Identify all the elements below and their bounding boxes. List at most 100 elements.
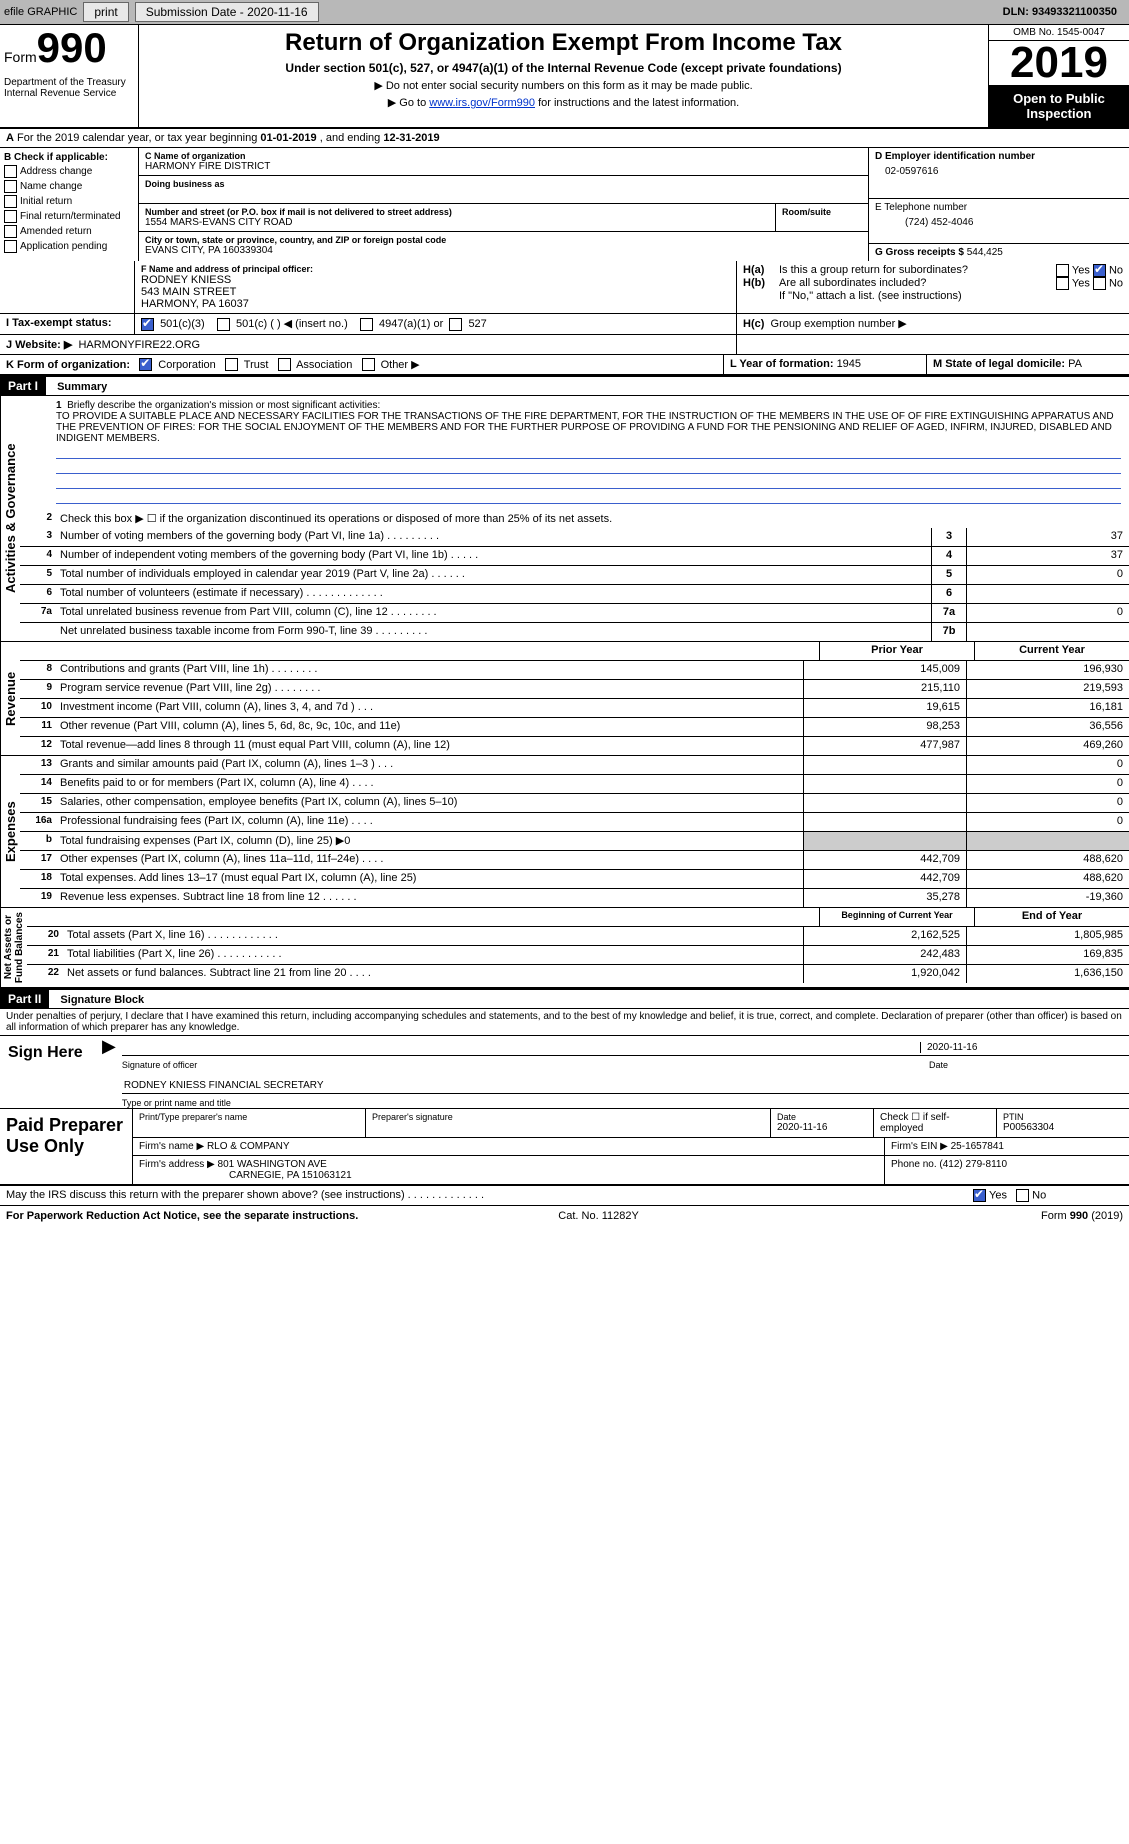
table-row: 11Other revenue (Part VIII, column (A), … bbox=[20, 718, 1129, 737]
arrow-icon bbox=[96, 1036, 122, 1108]
checkbox-hb-yes[interactable] bbox=[1056, 277, 1069, 290]
box-c-room: Room/suite bbox=[775, 204, 868, 232]
row-klm: K Form of organization: Corporation Trus… bbox=[0, 355, 1129, 377]
header-boxes: B Check if applicable: Address change Na… bbox=[0, 148, 1129, 261]
checkbox-application-pending[interactable] bbox=[4, 240, 17, 253]
checkbox-discuss-yes[interactable] bbox=[973, 1189, 986, 1202]
footer-right: Form 990 (2019) bbox=[1041, 1210, 1123, 1222]
netassets-section: Net Assets or Fund Balances Beginning of… bbox=[0, 908, 1129, 989]
row-i: I Tax-exempt status: 501(c)(3) 501(c) ( … bbox=[0, 314, 1129, 335]
note-link: ▶ Go to www.irs.gov/Form990 for instruct… bbox=[143, 96, 984, 109]
table-row: 12Total revenue—add lines 8 through 11 (… bbox=[20, 737, 1129, 755]
department: Department of the Treasury Internal Reve… bbox=[4, 77, 134, 99]
box-b: B Check if applicable: Address change Na… bbox=[0, 148, 139, 261]
open-to-public: Open to Public Inspection bbox=[989, 85, 1129, 127]
irs-link[interactable]: www.irs.gov/Form990 bbox=[429, 97, 535, 109]
form-number: 990 bbox=[37, 24, 107, 71]
checkbox-hb-no[interactable] bbox=[1093, 277, 1106, 290]
box-hc: H(c) Group exemption number ▶ bbox=[737, 314, 1129, 334]
table-row: 14Benefits paid to or for members (Part … bbox=[20, 775, 1129, 794]
tax-year: 2019 bbox=[989, 41, 1129, 85]
mission-block: 1 Briefly describe the organization's mi… bbox=[20, 396, 1129, 510]
sign-here-block: Sign Here 2020-11-16 Signature of office… bbox=[0, 1036, 1129, 1108]
box-c-dba: Doing business as bbox=[139, 176, 868, 204]
checkbox-trust[interactable] bbox=[225, 358, 238, 371]
table-row: 9Program service revenue (Part VIII, lin… bbox=[20, 680, 1129, 699]
print-button[interactable]: print bbox=[83, 2, 128, 22]
sign-here-label: Sign Here bbox=[0, 1036, 96, 1108]
discuss-row: May the IRS discuss this return with the… bbox=[0, 1186, 1129, 1206]
table-row: 17Other expenses (Part IX, column (A), l… bbox=[20, 851, 1129, 870]
checkbox-initial-return[interactable] bbox=[4, 195, 17, 208]
row-f-h: F Name and address of principal officer:… bbox=[0, 261, 1129, 314]
box-m: M State of legal domicile: PA bbox=[927, 355, 1129, 375]
box-c-address: Number and street (or P.O. box if mail i… bbox=[139, 204, 775, 232]
efile-label: efile GRAPHIC bbox=[4, 6, 77, 18]
box-i-options: 501(c)(3) 501(c) ( ) ◀ (insert no.) 4947… bbox=[135, 314, 737, 334]
checkbox-corporation[interactable] bbox=[139, 358, 152, 371]
checkbox-527[interactable] bbox=[449, 318, 462, 331]
checkbox-4947[interactable] bbox=[360, 318, 373, 331]
table-row: 22Net assets or fund balances. Subtract … bbox=[27, 965, 1129, 983]
col-prior-year: Prior Year bbox=[819, 642, 974, 660]
activities-governance-section: Activities & Governance 1 Briefly descri… bbox=[0, 396, 1129, 642]
box-g: G Gross receipts $ 544,425 bbox=[869, 244, 1129, 261]
paid-preparer-block: Paid Preparer Use Only Print/Type prepar… bbox=[0, 1108, 1129, 1186]
checkbox-address-change[interactable] bbox=[4, 165, 17, 178]
part2-header: Part II Signature Block bbox=[0, 989, 1129, 1009]
checkbox-amended-return[interactable] bbox=[4, 225, 17, 238]
expenses-section: Expenses 13Grants and similar amounts pa… bbox=[0, 756, 1129, 908]
col-begin-year: Beginning of Current Year bbox=[819, 908, 974, 926]
vlabel-expenses: Expenses bbox=[0, 756, 20, 907]
footer: For Paperwork Reduction Act Notice, see … bbox=[0, 1206, 1129, 1226]
table-row: 18Total expenses. Add lines 13–17 (must … bbox=[20, 870, 1129, 889]
declaration: Under penalties of perjury, I declare th… bbox=[0, 1009, 1129, 1036]
checkbox-ha-yes[interactable] bbox=[1056, 264, 1069, 277]
revenue-section: Revenue Prior YearCurrent Year 8Contribu… bbox=[0, 642, 1129, 756]
vlabel-netassets: Net Assets or Fund Balances bbox=[0, 908, 27, 987]
col-current-year: Current Year bbox=[974, 642, 1129, 660]
box-c-name: C Name of organization HARMONY FIRE DIST… bbox=[139, 148, 868, 176]
table-row: 20Total assets (Part X, line 16) . . . .… bbox=[27, 927, 1129, 946]
submission-date-box: Submission Date - 2020-11-16 bbox=[135, 2, 319, 22]
form-header: Form990 Department of the Treasury Inter… bbox=[0, 25, 1129, 129]
checkbox-name-change[interactable] bbox=[4, 180, 17, 193]
box-c-city: City or town, state or province, country… bbox=[139, 232, 868, 259]
box-i-label: I Tax-exempt status: bbox=[0, 314, 135, 334]
checkbox-501c3[interactable] bbox=[141, 318, 154, 331]
table-row: 16aProfessional fundraising fees (Part I… bbox=[20, 813, 1129, 832]
table-row: 19Revenue less expenses. Subtract line 1… bbox=[20, 889, 1129, 907]
box-l: L Year of formation: 1945 bbox=[724, 355, 927, 375]
dln: DLN: 93493321100350 bbox=[1003, 6, 1125, 18]
box-d: D Employer identification number 02-0597… bbox=[869, 148, 1129, 199]
checkbox-other[interactable] bbox=[362, 358, 375, 371]
footer-mid: Cat. No. 11282Y bbox=[558, 1210, 639, 1222]
box-e: E Telephone number (724) 452-4046 bbox=[869, 199, 1129, 244]
form-subtitle: Under section 501(c), 527, or 4947(a)(1)… bbox=[143, 61, 984, 75]
form-title: Return of Organization Exempt From Incom… bbox=[143, 29, 984, 57]
table-row: 8Contributions and grants (Part VIII, li… bbox=[20, 661, 1129, 680]
checkbox-ha-no[interactable] bbox=[1093, 264, 1106, 277]
table-row: 13Grants and similar amounts paid (Part … bbox=[20, 756, 1129, 775]
table-row: 21Total liabilities (Part X, line 26) . … bbox=[27, 946, 1129, 965]
vlabel-governance: Activities & Governance bbox=[0, 396, 20, 641]
part1-header: Part I Summary bbox=[0, 376, 1129, 396]
box-k: K Form of organization: Corporation Trus… bbox=[0, 355, 724, 375]
box-j: J Website: ▶ HARMONYFIRE22.ORG bbox=[0, 335, 737, 354]
table-row: 15Salaries, other compensation, employee… bbox=[20, 794, 1129, 813]
form-label: Form bbox=[4, 49, 37, 65]
vlabel-revenue: Revenue bbox=[0, 642, 20, 755]
note-ssn: Do not enter social security numbers on … bbox=[143, 79, 984, 92]
table-row: bTotal fundraising expenses (Part IX, co… bbox=[20, 832, 1129, 851]
col-end-year: End of Year bbox=[974, 908, 1129, 926]
box-h: H(a) Is this a group return for subordin… bbox=[737, 261, 1129, 313]
checkbox-501c[interactable] bbox=[217, 318, 230, 331]
footer-left: For Paperwork Reduction Act Notice, see … bbox=[6, 1210, 358, 1222]
checkbox-association[interactable] bbox=[278, 358, 291, 371]
table-row: 10Investment income (Part VIII, column (… bbox=[20, 699, 1129, 718]
checkbox-discuss-no[interactable] bbox=[1016, 1189, 1029, 1202]
row-j: J Website: ▶ HARMONYFIRE22.ORG bbox=[0, 335, 1129, 355]
box-f: F Name and address of principal officer:… bbox=[135, 261, 737, 313]
topbar: efile GRAPHIC print Submission Date - 20… bbox=[0, 0, 1129, 25]
checkbox-final-return[interactable] bbox=[4, 210, 17, 223]
